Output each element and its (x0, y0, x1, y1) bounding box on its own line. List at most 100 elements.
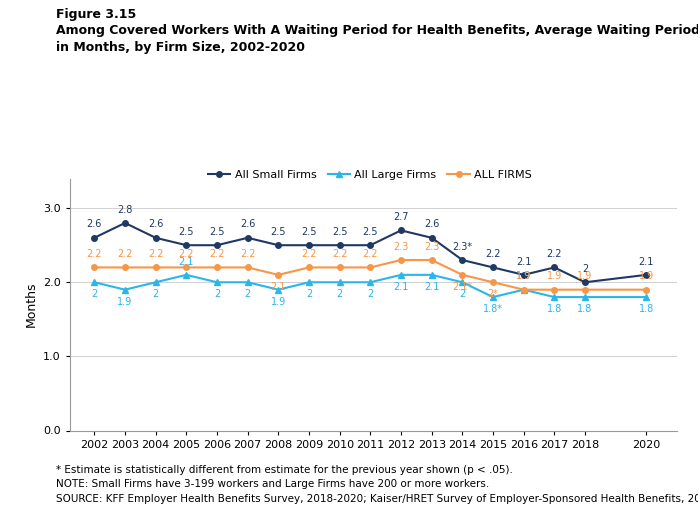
Text: SOURCE: KFF Employer Health Benefits Survey, 2018-2020; Kaiser/HRET Survey of Em: SOURCE: KFF Employer Health Benefits Sur… (56, 494, 698, 503)
All Large Firms (519, 287, 528, 293)
All Large Firms (182, 272, 191, 278)
All Small Firms (213, 242, 221, 248)
Text: NOTE: Small Firms have 3-199 workers and Large Firms have 200 or more workers.: NOTE: Small Firms have 3-199 workers and… (56, 479, 489, 489)
All Small Firms (427, 235, 436, 241)
Text: 2.5: 2.5 (209, 227, 225, 237)
All Large Firms (366, 279, 375, 286)
All Large Firms (305, 279, 313, 286)
All Large Firms (489, 294, 497, 300)
All Large Firms (581, 294, 589, 300)
Text: * Estimate is statistically different from estimate for the previous year shown : * Estimate is statistically different fr… (56, 465, 513, 475)
ALL FIRMS (336, 264, 344, 270)
Text: 2.7: 2.7 (393, 212, 409, 222)
ALL FIRMS (642, 287, 651, 293)
Text: 2: 2 (244, 289, 251, 299)
Text: 2.1: 2.1 (179, 257, 194, 267)
Text: 2.2: 2.2 (209, 249, 225, 259)
All Large Firms (336, 279, 344, 286)
All Large Firms (213, 279, 221, 286)
Text: 2: 2 (306, 289, 312, 299)
ALL FIRMS (550, 287, 558, 293)
All Large Firms (151, 279, 160, 286)
Text: 2.5: 2.5 (179, 227, 194, 237)
All Small Firms (581, 279, 589, 286)
ALL FIRMS (519, 287, 528, 293)
Text: 2.1: 2.1 (271, 282, 286, 292)
Text: 1.9: 1.9 (577, 271, 593, 281)
All Small Firms (458, 257, 466, 263)
ALL FIRMS (397, 257, 406, 263)
ALL FIRMS (427, 257, 436, 263)
Text: 2.5: 2.5 (271, 227, 286, 237)
ALL FIRMS (489, 279, 497, 286)
Text: 2.2: 2.2 (302, 249, 317, 259)
Text: 2: 2 (582, 264, 588, 274)
ALL FIRMS (581, 287, 589, 293)
Text: 1.9: 1.9 (516, 271, 531, 281)
Text: 2*: 2* (487, 289, 498, 299)
Text: 2: 2 (336, 289, 343, 299)
ALL FIRMS (244, 264, 252, 270)
ALL FIRMS (366, 264, 375, 270)
Text: 2.1: 2.1 (516, 257, 531, 267)
Text: 1.9: 1.9 (547, 271, 562, 281)
Text: 2.2: 2.2 (485, 249, 500, 259)
All Large Firms (274, 287, 283, 293)
All Small Firms (151, 235, 160, 241)
All Large Firms (244, 279, 252, 286)
All Small Firms (336, 242, 344, 248)
Text: 2.5: 2.5 (332, 227, 348, 237)
ALL FIRMS (305, 264, 313, 270)
Legend: All Small Firms, All Large Firms, ALL FIRMS: All Small Firms, All Large Firms, ALL FI… (204, 166, 536, 185)
Text: 2: 2 (214, 289, 220, 299)
Text: 2.1*: 2.1* (452, 282, 473, 292)
Text: 1.8*: 1.8* (483, 304, 503, 314)
ALL FIRMS (458, 272, 466, 278)
Line: All Small Firms: All Small Firms (91, 220, 649, 285)
Text: 2.2: 2.2 (240, 249, 255, 259)
Text: 2.6: 2.6 (424, 219, 439, 229)
Text: 1.8: 1.8 (639, 304, 654, 314)
Text: 2.2: 2.2 (117, 249, 133, 259)
All Large Firms (397, 272, 406, 278)
Y-axis label: Months: Months (24, 282, 38, 327)
All Large Firms (642, 294, 651, 300)
Text: 2.6: 2.6 (87, 219, 102, 229)
All Small Firms (519, 272, 528, 278)
All Small Firms (642, 272, 651, 278)
All Small Firms (397, 227, 406, 234)
Text: 2: 2 (459, 289, 466, 299)
All Small Firms (182, 242, 191, 248)
Text: 1.9: 1.9 (117, 297, 133, 307)
Line: All Large Firms: All Large Firms (91, 271, 650, 300)
Text: Figure 3.15: Figure 3.15 (56, 8, 136, 21)
All Small Firms (550, 264, 558, 270)
All Large Firms (550, 294, 558, 300)
All Small Firms (244, 235, 252, 241)
Text: 2: 2 (153, 289, 159, 299)
ALL FIRMS (213, 264, 221, 270)
All Small Firms (274, 242, 283, 248)
Text: 1.9: 1.9 (639, 271, 654, 281)
Text: Among Covered Workers With A Waiting Period for Health Benefits, Average Waiting: Among Covered Workers With A Waiting Per… (56, 24, 698, 37)
All Large Firms (121, 287, 129, 293)
Line: ALL FIRMS: ALL FIRMS (91, 257, 649, 292)
Text: 2.1: 2.1 (394, 282, 409, 292)
All Large Firms (90, 279, 98, 286)
Text: 2.1: 2.1 (424, 282, 439, 292)
Text: 2.2: 2.2 (332, 249, 348, 259)
All Small Firms (305, 242, 313, 248)
ALL FIRMS (274, 272, 283, 278)
Text: 2.2: 2.2 (179, 249, 194, 259)
Text: 2.6: 2.6 (148, 219, 163, 229)
Text: 2.2: 2.2 (148, 249, 163, 259)
Text: in Months, by Firm Size, 2002-2020: in Months, by Firm Size, 2002-2020 (56, 41, 305, 54)
Text: 2.2: 2.2 (87, 249, 102, 259)
Text: 2.5: 2.5 (302, 227, 317, 237)
Text: 2.3*: 2.3* (452, 242, 473, 251)
All Small Firms (90, 235, 98, 241)
Text: 1.8: 1.8 (547, 304, 562, 314)
Text: 2.3: 2.3 (394, 242, 409, 251)
Text: 2.5: 2.5 (363, 227, 378, 237)
Text: 1.9: 1.9 (516, 271, 531, 281)
